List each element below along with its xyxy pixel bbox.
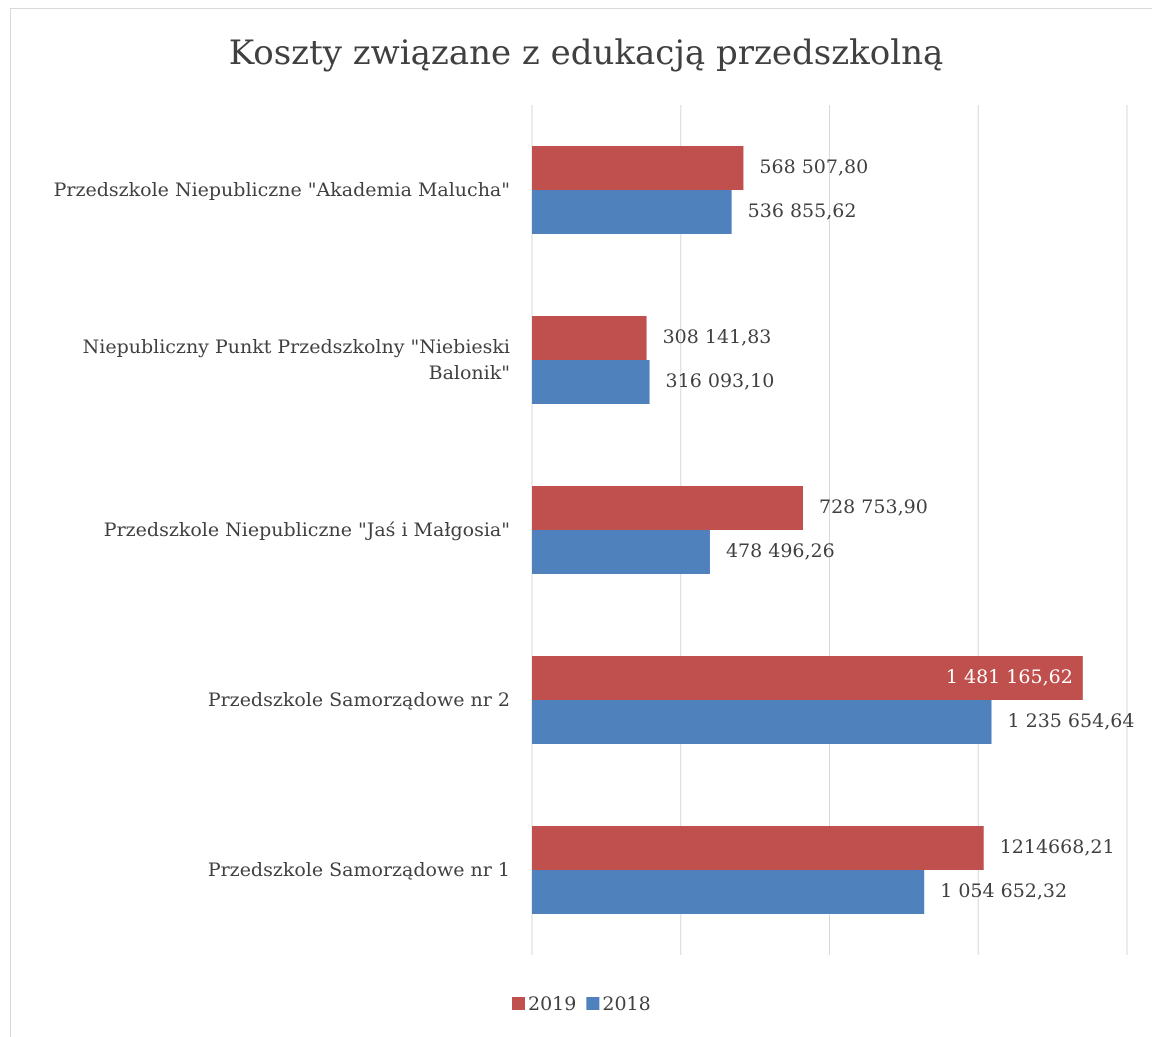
value-label: 308 141,83 — [663, 326, 772, 348]
bar — [532, 826, 984, 870]
category-label: Przedszkole Niepubliczne "Akademia Maluc… — [53, 179, 510, 201]
category-label: Przedszkole Samorządowe nr 1 — [207, 859, 510, 881]
value-label: 1 481 165,62 — [946, 666, 1073, 688]
bar — [532, 870, 925, 914]
bar — [532, 486, 804, 530]
bar — [532, 360, 650, 404]
legend-swatch — [512, 997, 525, 1010]
value-label: 568 507,80 — [759, 156, 868, 178]
legend-swatch — [586, 997, 600, 1010]
value-label: 1 054 652,32 — [940, 880, 1067, 902]
bar — [532, 316, 647, 360]
bar — [532, 700, 992, 744]
value-label: 1 235 654,64 — [1008, 710, 1135, 732]
bar — [532, 190, 732, 234]
bar — [532, 146, 744, 190]
value-label: 316 093,10 — [666, 370, 775, 392]
value-label: 536 855,62 — [748, 200, 857, 222]
category-label: Przedszkole Samorządowe nr 2 — [207, 689, 510, 711]
bar — [532, 530, 710, 574]
legend-label: 2018 — [602, 993, 650, 1015]
category-label: Niepubliczny Punkt Przedszkolny "Niebies… — [82, 336, 510, 384]
value-label: 728 753,90 — [819, 496, 928, 518]
chart-title: Koszty związane z edukacją przedszkolną — [229, 33, 944, 73]
bar — [532, 656, 1083, 700]
value-label: 478 496,26 — [726, 540, 835, 562]
value-label: 1214668,21 — [1000, 836, 1115, 858]
legend-label: 2019 — [528, 993, 576, 1015]
category-label: Przedszkole Niepubliczne "Jaś i Małgosia… — [103, 519, 510, 541]
